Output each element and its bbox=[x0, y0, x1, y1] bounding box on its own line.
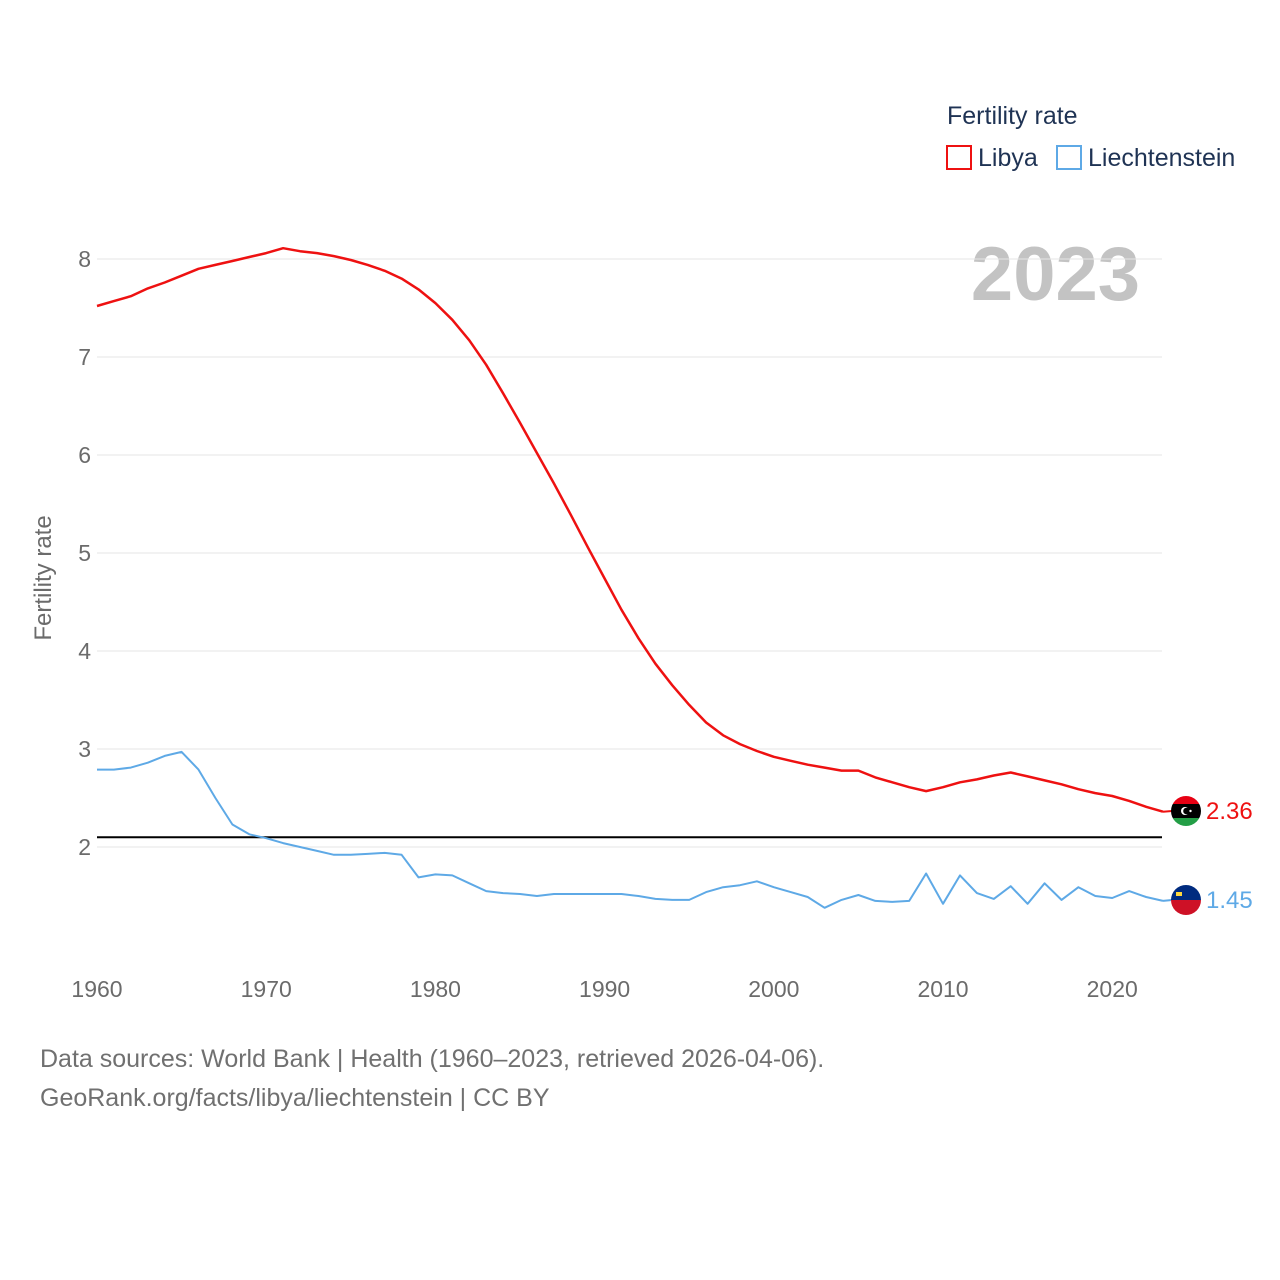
legend-label-libya[interactable]: Libya bbox=[978, 144, 1038, 172]
y-axis-title: Fertility rate bbox=[30, 515, 57, 640]
y-tick-7: 7 bbox=[78, 344, 91, 370]
source-line-1: Data sources: World Bank | Health (1960–… bbox=[40, 1045, 825, 1073]
legend-swatch-liechtenstein bbox=[1056, 145, 1082, 170]
grid bbox=[97, 258, 1162, 848]
legend: Fertility rate Libya Liechtenstein bbox=[946, 102, 1235, 172]
y-tick-4: 4 bbox=[78, 638, 91, 664]
x-tick-2000: 2000 bbox=[748, 976, 799, 1002]
y-tick-3: 3 bbox=[78, 736, 91, 762]
x-tick-1980: 1980 bbox=[410, 976, 461, 1002]
x-ticks: 1960 1970 1980 1990 2000 2010 2020 bbox=[71, 976, 1137, 1002]
y-tick-8: 8 bbox=[78, 246, 91, 272]
y-tick-6: 6 bbox=[78, 442, 91, 468]
legend-swatch-libya bbox=[946, 145, 972, 170]
y-tick-5: 5 bbox=[78, 540, 91, 566]
x-tick-1970: 1970 bbox=[241, 976, 292, 1002]
libya-flag-icon bbox=[1171, 796, 1201, 826]
leader-line-liechtenstein bbox=[1162, 899, 1173, 902]
x-tick-1990: 1990 bbox=[579, 976, 630, 1002]
series-line-libya[interactable] bbox=[96, 246, 1164, 813]
x-tick-2020: 2020 bbox=[1087, 976, 1138, 1002]
legend-label-liechtenstein[interactable]: Liechtenstein bbox=[1088, 144, 1235, 172]
x-tick-1960: 1960 bbox=[71, 976, 122, 1002]
legend-title: Fertility rate bbox=[947, 102, 1078, 130]
end-value-libya: 2.36 bbox=[1206, 798, 1253, 825]
end-markers: 2.36 1.45 bbox=[1162, 798, 1253, 914]
series-lines bbox=[96, 246, 1164, 909]
leader-line-libya bbox=[1162, 810, 1173, 813]
year-watermark: 2023 bbox=[971, 232, 1140, 317]
y-tick-2: 2 bbox=[78, 834, 91, 860]
y-ticks: 2 3 4 5 6 7 8 bbox=[78, 246, 91, 860]
liechtenstein-flag-icon bbox=[1171, 885, 1201, 915]
source-line-2[interactable]: GeoRank.org/facts/libya/liechtenstein | … bbox=[40, 1084, 550, 1112]
data-source-note: Data sources: World Bank | Health (1960–… bbox=[40, 1040, 824, 1118]
series-line-liechtenstein[interactable] bbox=[97, 750, 1164, 909]
x-tick-2010: 2010 bbox=[917, 976, 968, 1002]
end-value-liechtenstein: 1.45 bbox=[1206, 887, 1253, 914]
